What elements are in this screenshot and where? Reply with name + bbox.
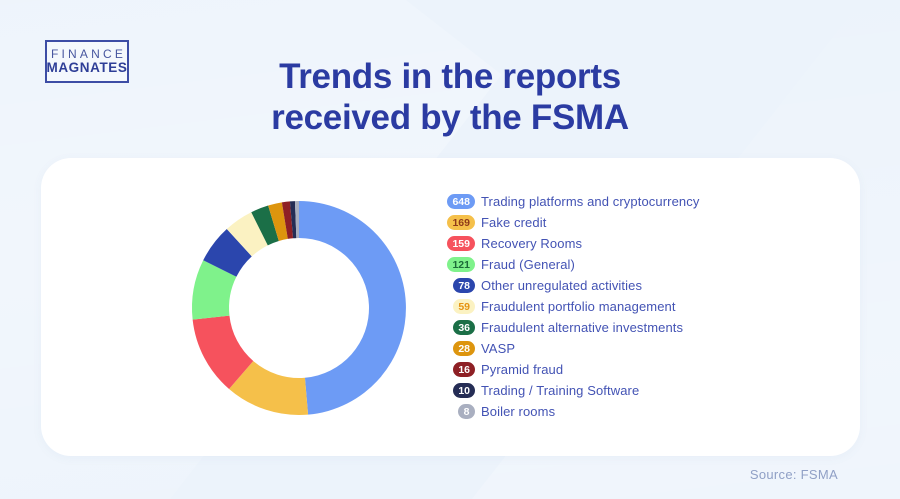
legend-label: Boiler rooms <box>481 404 556 419</box>
legend-label: Recovery Rooms <box>481 236 583 251</box>
donut-segment-9 <box>289 201 297 239</box>
legend-value-badge: 8 <box>458 404 475 419</box>
legend-badge-box: 648 <box>439 194 475 209</box>
legend-value-badge: 10 <box>453 383 475 398</box>
legend-badge-box: 78 <box>439 278 475 293</box>
legend-label: Fraud (General) <box>481 257 575 272</box>
page-title: Trends in the reports received by the FS… <box>0 56 900 138</box>
legend-badge-box: 59 <box>439 299 475 314</box>
logo-line-magnates: MAGNATES <box>46 59 128 75</box>
legend-value-badge: 648 <box>447 194 475 209</box>
legend-value-badge: 159 <box>447 236 475 251</box>
legend-item: 16 Pyramid fraud <box>439 359 699 380</box>
legend-item: 121 Fraud (General) <box>439 254 699 275</box>
legend-value-badge: 36 <box>453 320 475 335</box>
legend-item: 28 VASP <box>439 338 699 359</box>
legend-label: Pyramid fraud <box>481 362 564 377</box>
page-title-line2: received by the FSMA <box>271 98 629 137</box>
legend-item: 78 Other unregulated activities <box>439 275 699 296</box>
donut-segment-0 <box>299 201 406 415</box>
chart-card: 648 Trading platforms and cryptocurrency 1… <box>41 158 860 456</box>
legend-label: Fake credit <box>481 215 547 230</box>
legend-item: 159 Recovery Rooms <box>439 233 699 254</box>
legend-label: VASP <box>481 341 516 356</box>
donut-chart <box>192 201 406 415</box>
legend-label: Trading / Training Software <box>481 383 640 398</box>
finance-magnates-logo: FINANCE MAGNATES <box>45 40 129 83</box>
donut-segment-8 <box>281 201 294 239</box>
donut-segment-2 <box>192 315 254 389</box>
donut-chart-container <box>189 198 409 418</box>
source-attribution: Source: FSMA <box>749 467 838 482</box>
donut-segment-1 <box>229 360 309 415</box>
donut-segment-4 <box>203 229 252 277</box>
legend-label: Other unregulated activities <box>481 278 643 293</box>
legend-badge-box: 16 <box>439 362 475 377</box>
legend-value-badge: 78 <box>453 278 475 293</box>
logo-line-finance: FINANCE <box>50 47 127 62</box>
legend-badge-box: 10 <box>439 383 475 398</box>
legend-badge-box: 121 <box>439 257 475 272</box>
legend-value-badge: 28 <box>453 341 475 356</box>
legend-item: 36 Fraudulent alternative investments <box>439 317 699 338</box>
legend-value-badge: 16 <box>453 362 475 377</box>
legend-value-badge: 169 <box>447 215 475 230</box>
legend-badge-box: 28 <box>439 341 475 356</box>
legend-badge-box: 159 <box>439 236 475 251</box>
donut-segment-7 <box>268 202 288 241</box>
legend-item: 59 Fraudulent portfolio management <box>439 296 699 317</box>
legend-item: 648 Trading platforms and cryptocurrency <box>439 191 699 212</box>
donut-segment-5 <box>226 212 268 257</box>
legend-badge-box: 169 <box>439 215 475 230</box>
donut-segment-3 <box>192 260 237 320</box>
legend-badge-box: 36 <box>439 320 475 335</box>
legend-value-badge: 121 <box>447 257 475 272</box>
legend-value-badge: 59 <box>453 299 475 314</box>
legend-label: Trading platforms and cryptocurrency <box>481 194 700 209</box>
page-title-line1: Trends in the reports <box>279 57 621 96</box>
legend-badge-box: 8 <box>439 404 475 419</box>
donut-segment-10 <box>294 201 299 239</box>
chart-legend: 648 Trading platforms and cryptocurrency 1… <box>439 191 699 422</box>
legend-label: Fraudulent alternative investments <box>481 320 684 335</box>
legend-label: Fraudulent portfolio management <box>481 299 676 314</box>
legend-item: 8 Boiler rooms <box>439 401 699 422</box>
donut-segment-6 <box>251 205 279 246</box>
legend-item: 10 Trading / Training Software <box>439 380 699 401</box>
legend-item: 169 Fake credit <box>439 212 699 233</box>
